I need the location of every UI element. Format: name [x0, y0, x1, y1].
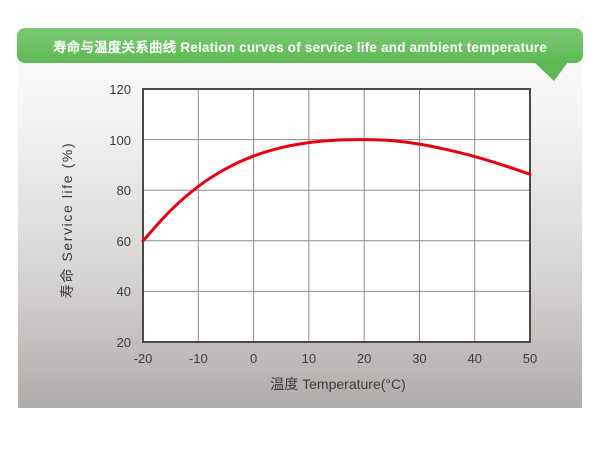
banner-title: 寿命与温度关系曲线 Relation curves of service lif… [53, 39, 547, 55]
x-tick-label: 50 [522, 351, 538, 366]
plot-area [143, 89, 530, 342]
x-tick-label: 20 [356, 351, 372, 366]
y-tick-label: 120 [109, 82, 131, 97]
y-tick-label: 80 [116, 183, 131, 199]
y-tick-label: 20 [116, 335, 131, 350]
y-tick-label: 60 [116, 233, 131, 249]
x-tick-label: -20 [133, 351, 153, 366]
x-tick-label: 40 [467, 351, 482, 366]
x-tick-label: 10 [301, 351, 317, 366]
service-life-curve [141, 138, 532, 243]
y-tick-label: 40 [116, 284, 131, 300]
x-tick-label: -10 [188, 351, 208, 366]
plot-border [142, 88, 531, 343]
x-axis-title: 温度 Temperature(°C) [270, 376, 406, 392]
banner-tail [534, 62, 568, 81]
y-tick-label: 100 [109, 132, 131, 148]
x-tick-label: 0 [249, 351, 258, 366]
x-tick-label: 30 [412, 351, 427, 366]
title-banner: 寿命与温度关系曲线 Relation curves of service lif… [17, 28, 583, 63]
y-axis-title: 寿命 Service life (%) [59, 141, 75, 299]
